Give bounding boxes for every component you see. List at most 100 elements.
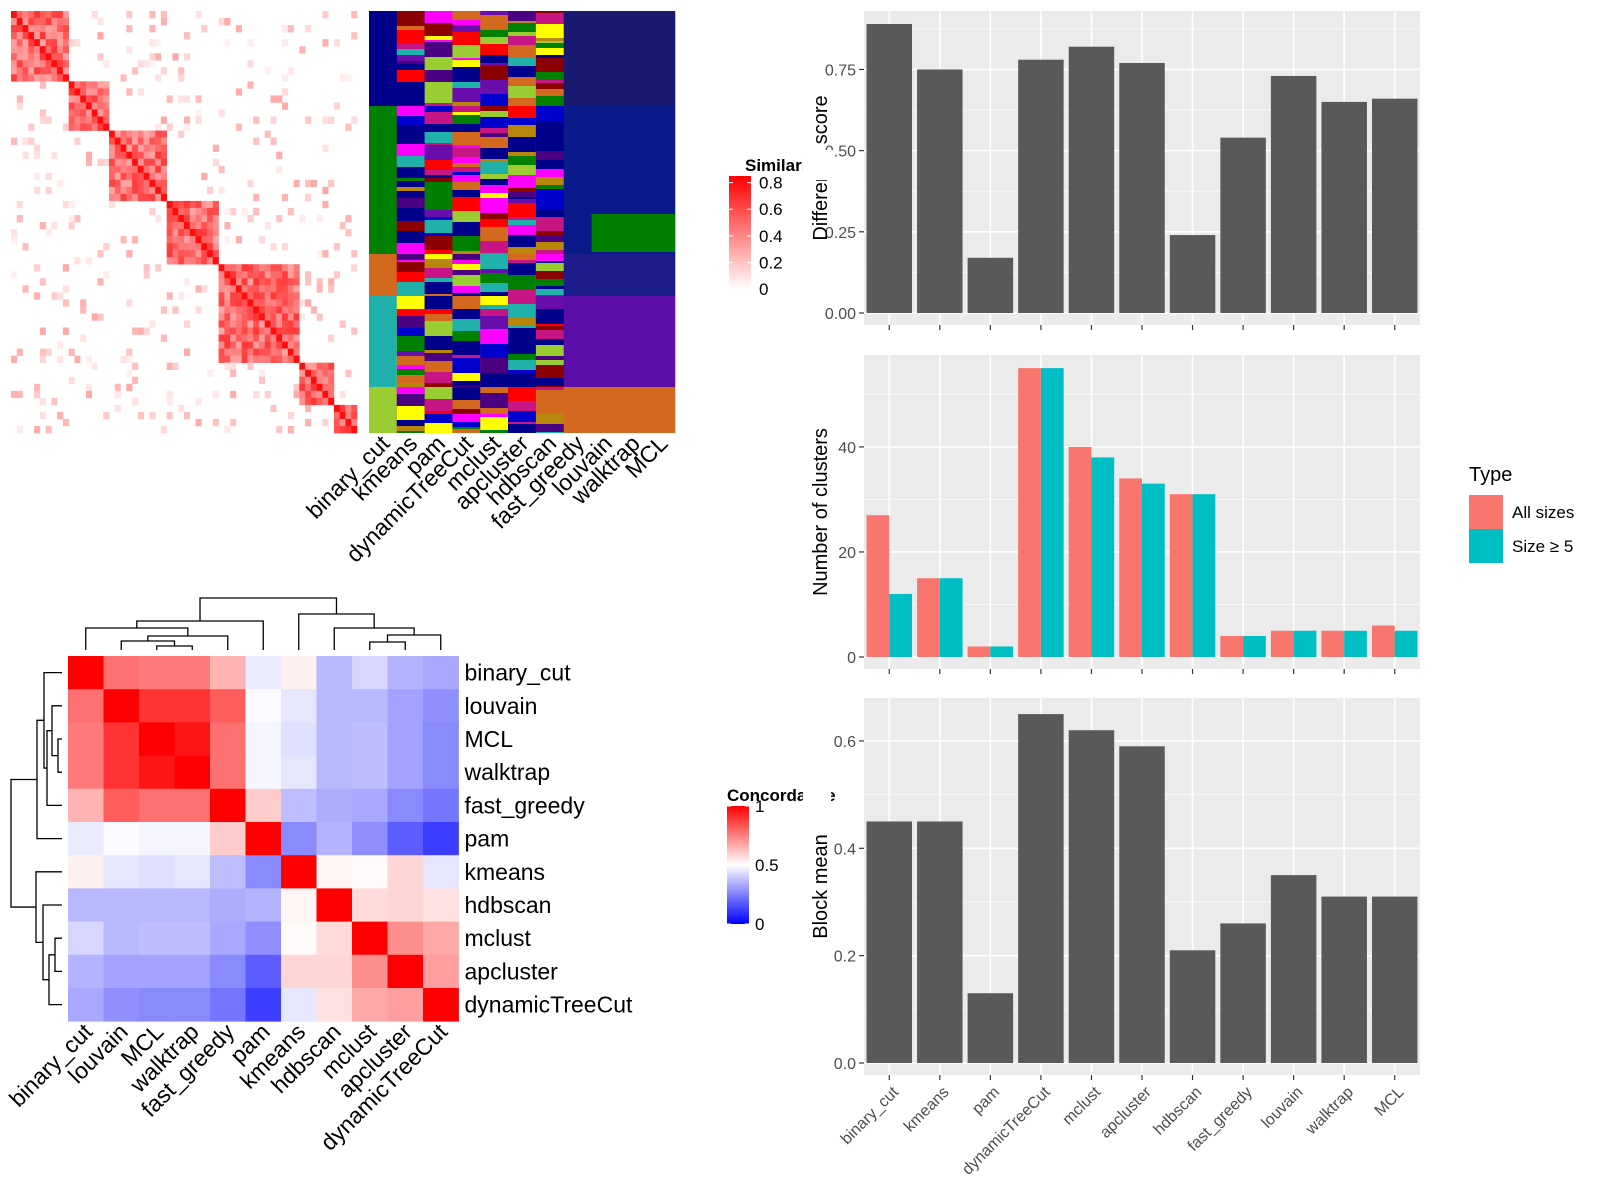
similarity-cell [172, 306, 179, 314]
similarity-cell [16, 11, 23, 19]
bar [1344, 630, 1367, 657]
assignment-segment [424, 160, 453, 170]
similarity-cell [345, 411, 352, 420]
assignment-segment [452, 309, 481, 319]
similarity-cell [264, 285, 271, 293]
similarity-cell [201, 243, 208, 251]
bar [1220, 923, 1266, 1063]
similarity-cell [218, 320, 225, 328]
similarity-cell [322, 369, 329, 378]
similarity-cell [97, 53, 104, 61]
similarity-cell [310, 179, 317, 188]
assignment-segment [535, 295, 565, 296]
assignment-segment [480, 137, 509, 148]
similarity-cell [310, 390, 317, 399]
similarity-cell [224, 271, 231, 279]
similarity-cell [28, 74, 35, 82]
assignment-segment [508, 217, 537, 220]
similarity-cell [34, 144, 41, 152]
similarity-cell [80, 109, 87, 117]
assignment-segment [424, 236, 453, 250]
similarity-cell [189, 250, 196, 258]
similarity-cell [230, 292, 237, 300]
similarity-cell [195, 243, 202, 251]
similarity-cell [39, 25, 46, 33]
similarity-cell [85, 383, 93, 392]
assignment-segment [480, 309, 509, 316]
similarity-cell [241, 271, 248, 279]
bar [889, 593, 913, 657]
similarity-cell [339, 425, 346, 434]
similarity-cell [322, 200, 329, 209]
assignment-band [563, 387, 592, 433]
assignment-segment [535, 242, 565, 250]
similarity-cell [282, 278, 289, 286]
similarity-cell [276, 292, 283, 300]
concordance-row-label: fast_greedy [465, 792, 586, 818]
similarity-cell [201, 257, 208, 265]
difference-score-chart: 0.000.250.500.75Difference score [810, 11, 1420, 330]
assignment-segment [452, 67, 481, 82]
similarity-cell [287, 207, 294, 216]
similarity-cell [287, 285, 294, 293]
similarity-cell [184, 278, 191, 286]
assignment-segment [452, 172, 481, 175]
legend-swatch [1469, 529, 1503, 563]
assignment-segment [424, 321, 453, 336]
assignment-segment [480, 193, 509, 198]
concordance-cell [139, 656, 175, 690]
similarity-cell [74, 137, 81, 145]
assignment-segment [508, 188, 537, 191]
y-tick-label: 0.25 [825, 225, 856, 242]
similarity-cell [184, 116, 191, 124]
similarity-cell [293, 313, 300, 321]
similarity-cell [132, 179, 139, 188]
y-tick-label: 20 [838, 545, 856, 562]
bar [1321, 101, 1367, 313]
similarity-cell [114, 179, 121, 188]
colorbar-tick-label: 0.2 [759, 253, 783, 272]
assignment-segment [452, 106, 481, 112]
similarity-cell [85, 355, 93, 363]
y-tick-label: 0.00 [825, 306, 856, 323]
assignment-segment [535, 250, 565, 254]
similarity-cell [264, 334, 271, 342]
assignment-segment [535, 339, 565, 345]
similarity-cell [299, 214, 306, 223]
assignment-segment [396, 208, 425, 221]
concordance-cell [139, 921, 175, 956]
similarity-cell [160, 144, 167, 152]
assignment-segment [508, 110, 537, 118]
assignment-segment [396, 125, 425, 133]
similarity-cell [184, 250, 191, 258]
concordance-cell [68, 988, 104, 1022]
similarity-cell [62, 46, 69, 54]
assignment-segment [424, 11, 453, 23]
assignment-segment [508, 225, 537, 235]
assignment-segment [508, 165, 537, 175]
assignment-segment [396, 375, 425, 383]
dendrogram-branch [51, 705, 62, 757]
assignment-segment [452, 112, 481, 115]
similarity-cell [178, 214, 185, 223]
similarity-cell [201, 229, 208, 237]
similarity-cell [22, 39, 29, 47]
similarity-cell [207, 243, 214, 251]
concordance-cell [174, 988, 211, 1022]
bar [866, 23, 913, 314]
similarity-cell [322, 39, 329, 47]
similarity-cell [160, 334, 167, 342]
assignment-band [591, 254, 620, 296]
similarity-cell [39, 327, 46, 335]
similarity-cell [316, 313, 323, 321]
concordance-cell [316, 954, 353, 989]
similarity-cell [195, 207, 202, 216]
concordance-cell [210, 822, 246, 856]
assignment-segment [452, 296, 481, 309]
similarity-cell [264, 264, 271, 272]
concordance-cell [103, 954, 140, 989]
assignment-segment [424, 124, 453, 132]
bar [990, 646, 1014, 657]
